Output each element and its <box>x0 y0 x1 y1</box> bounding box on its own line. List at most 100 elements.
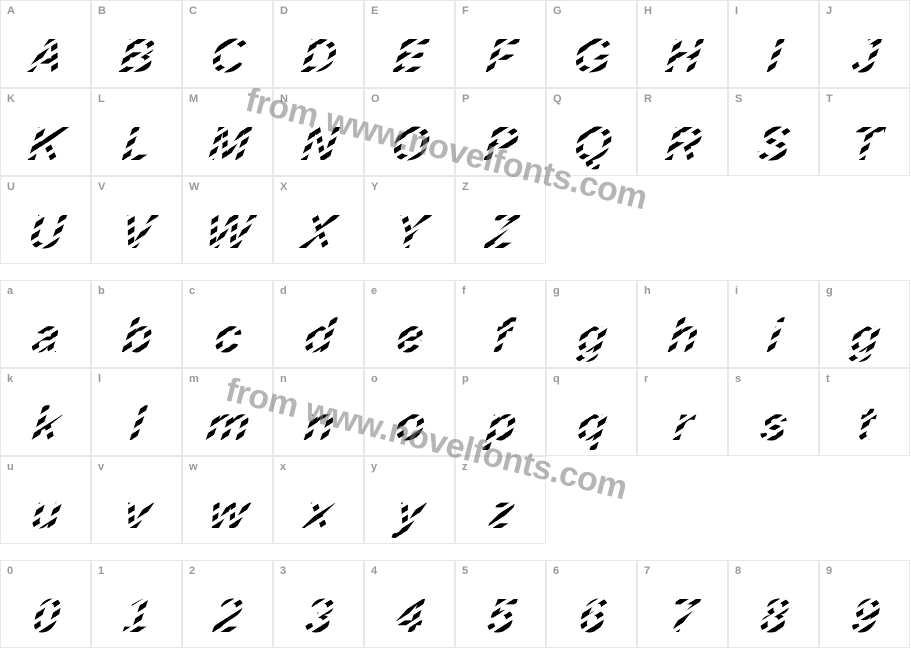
glyph-wrap: y <box>365 475 454 537</box>
glyph-cell-label: h <box>644 285 651 297</box>
glyph-cell-label: 1 <box>98 565 104 577</box>
glyph-wrap: O <box>365 107 454 169</box>
glyph-wrap: a <box>1 299 90 361</box>
glyph-wrap: t <box>820 387 909 449</box>
glyph-cell: ww <box>182 456 273 544</box>
glyph-cell: cc <box>182 280 273 368</box>
glyph-display: R <box>663 121 702 169</box>
glyph-cell: BB <box>91 0 182 88</box>
glyph-cell: LL <box>91 88 182 176</box>
glyph-row: KKLLMMNNOOPPQQRRSSTT <box>0 88 911 176</box>
glyph-cell: xx <box>273 456 364 544</box>
glyph-display: l <box>127 401 145 449</box>
glyph-display: x <box>303 489 334 537</box>
glyph-wrap: c <box>183 299 272 361</box>
glyph-cell: 00 <box>0 560 91 648</box>
glyph-cell-label: 8 <box>735 565 741 577</box>
glyph-display: q <box>574 401 608 449</box>
glyph-row: kkllmmnnooppqqrrsstt <box>0 368 911 456</box>
glyph-wrap: h <box>638 299 727 361</box>
glyph-cell-label: f <box>462 285 466 297</box>
glyph-cell: QQ <box>546 88 637 176</box>
glyph-cell-label: s <box>735 373 741 385</box>
glyph-cell: XX <box>273 176 364 264</box>
glyph-cell: aa <box>0 280 91 368</box>
glyph-cell-label: w <box>189 461 198 473</box>
glyph-wrap: p <box>456 387 545 449</box>
glyph-display: E <box>391 33 428 81</box>
glyph-wrap: 1 <box>92 579 181 641</box>
glyph-display: 9 <box>849 593 880 641</box>
glyph-wrap: Y <box>365 195 454 257</box>
glyph-display: a <box>30 313 61 361</box>
glyph-display: D <box>299 33 338 81</box>
glyph-display: S <box>755 121 792 169</box>
glyph-cell-label: c <box>189 285 195 297</box>
glyph-row: UUVVWWXXYYZZ <box>0 176 911 264</box>
glyph-display: g <box>847 313 881 361</box>
glyph-display: c <box>212 313 243 361</box>
glyph-cell: PP <box>455 88 546 176</box>
glyph-display: 2 <box>212 593 243 641</box>
glyph-cell: 99 <box>819 560 910 648</box>
glyph-display: w <box>206 489 248 537</box>
glyph-wrap: u <box>1 475 90 537</box>
glyph-wrap: T <box>820 107 909 169</box>
glyph-cell-label: C <box>189 5 197 17</box>
glyph-display: X <box>300 209 337 257</box>
glyph-cell-label: 9 <box>826 565 832 577</box>
glyph-wrap: g <box>547 299 636 361</box>
glyph-display: O <box>388 121 430 169</box>
glyph-cell-label: q <box>553 373 560 385</box>
glyph-cell-label: 6 <box>553 565 559 577</box>
glyph-cell-label: 4 <box>371 565 377 577</box>
glyph-cell-label: A <box>7 5 15 17</box>
glyph-display: z <box>486 489 515 537</box>
glyph-display: h <box>665 313 699 361</box>
glyph-wrap: U <box>1 195 90 257</box>
glyph-cell: AA <box>0 0 91 88</box>
glyph-wrap: 7 <box>638 579 727 641</box>
glyph-wrap: 2 <box>183 579 272 641</box>
glyph-wrap: q <box>547 387 636 449</box>
glyph-display: F <box>483 33 517 81</box>
glyph-wrap: G <box>547 19 636 81</box>
glyph-row: aabbccddeeffgghhiigg <box>0 280 911 368</box>
glyph-display: u <box>28 489 62 537</box>
glyph-cell: ii <box>728 280 819 368</box>
glyph-wrap: e <box>365 299 454 361</box>
glyph-wrap: A <box>1 19 90 81</box>
glyph-cell-label: g <box>826 285 833 297</box>
glyph-cell-label: l <box>98 373 101 385</box>
glyph-wrap: B <box>92 19 181 81</box>
glyph-cell-label: 2 <box>189 565 195 577</box>
glyph-row: 00112233445566778899 <box>0 560 911 648</box>
glyph-cell-label: L <box>98 93 105 105</box>
glyph-cell-label: p <box>462 373 469 385</box>
glyph-display: 4 <box>394 593 425 641</box>
glyph-display: C <box>208 33 247 81</box>
glyph-cell-label: N <box>280 93 288 105</box>
glyph-cell-label: R <box>644 93 652 105</box>
glyph-wrap: v <box>92 475 181 537</box>
glyph-display: k <box>30 401 61 449</box>
glyph-cell-label: 3 <box>280 565 286 577</box>
glyph-wrap: k <box>1 387 90 449</box>
glyph-cell-label: b <box>98 285 105 297</box>
glyph-display: L <box>119 121 153 169</box>
glyph-wrap: J <box>820 19 909 81</box>
glyph-cell: ss <box>728 368 819 456</box>
glyph-wrap: 5 <box>456 579 545 641</box>
glyph-display: H <box>663 33 702 81</box>
glyph-display: V <box>118 209 155 257</box>
glyph-wrap: L <box>92 107 181 169</box>
glyph-cell: kk <box>0 368 91 456</box>
glyph-cell: nn <box>273 368 364 456</box>
glyph-cell-label: Z <box>462 181 469 193</box>
glyph-display: t <box>854 401 875 449</box>
glyph-cell: 33 <box>273 560 364 648</box>
glyph-wrap: 4 <box>365 579 454 641</box>
glyph-wrap: s <box>729 387 818 449</box>
glyph-display: m <box>204 401 251 449</box>
glyph-display: G <box>570 33 612 81</box>
